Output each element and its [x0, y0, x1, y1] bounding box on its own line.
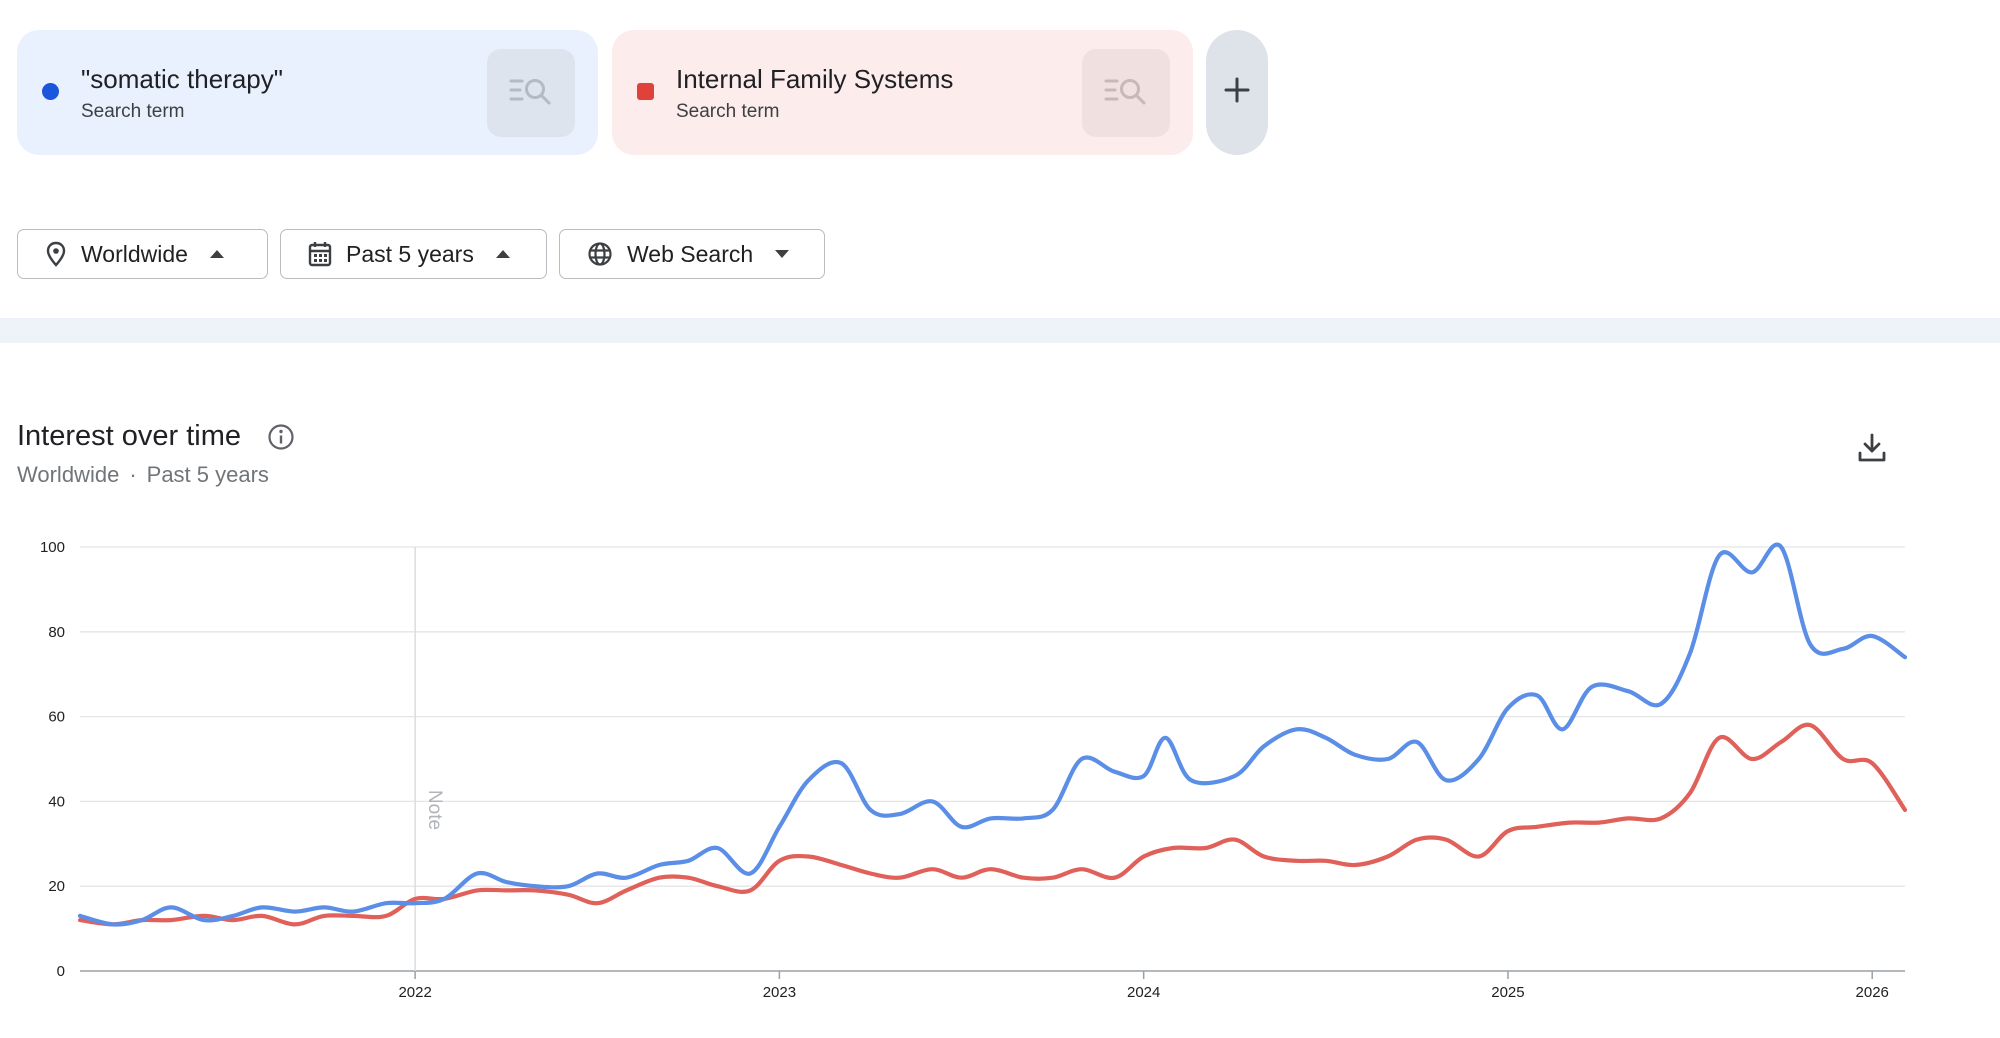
search-property-filter-dropdown[interactable]: Web Search: [559, 229, 825, 279]
series-line-internal-family-systems[interactable]: [77, 722, 1908, 927]
explore-search-icon: [509, 76, 553, 111]
search-term-name[interactable]: "somatic therapy": [81, 64, 283, 94]
explore-search-button[interactable]: [1082, 49, 1170, 137]
search-term-name[interactable]: Internal Family Systems: [676, 64, 954, 94]
chart-subtitle-location: Worldwide: [17, 462, 120, 487]
y-tick-label: 40: [48, 793, 65, 810]
y-axis: 0 20 40 60 80 100: [40, 539, 65, 980]
series-line-somatic-therapy[interactable]: [77, 542, 1908, 927]
search-term-type: Search term: [676, 101, 780, 122]
time-range-filter-dropdown[interactable]: Past 5 years: [280, 229, 547, 279]
y-tick-label: 20: [48, 878, 65, 895]
plus-icon: [1224, 77, 1250, 108]
y-tick-label: 80: [48, 624, 65, 641]
x-tick-label: 2022: [398, 984, 431, 1001]
explore-search-icon: [1104, 76, 1148, 111]
x-axis: 2022 2023 2024 2025 2026: [80, 970, 1905, 1001]
caret-up-icon: [495, 249, 510, 259]
search-term-type: Search term: [81, 101, 185, 122]
chart-title: Interest over time: [17, 420, 242, 452]
search-term-card-somatic-therapy[interactable]: "somatic therapy" Search term: [17, 30, 598, 155]
explore-search-button[interactable]: [487, 49, 575, 137]
y-tick-label: 100: [40, 539, 65, 556]
location-filter-label: Worldwide: [81, 240, 188, 267]
x-tick-label: 2025: [1491, 984, 1524, 1001]
download-icon[interactable]: [1856, 432, 1888, 464]
location-filter-dropdown[interactable]: Worldwide: [17, 229, 268, 279]
info-icon[interactable]: [267, 423, 295, 451]
chart-subtitle-separator: ·: [129, 462, 137, 487]
location-pin-icon: [45, 241, 67, 267]
x-tick-label: 2024: [1127, 984, 1160, 1001]
chart-subtitle: Worldwide · Past 5 years: [17, 462, 269, 488]
chart-grid: [80, 546, 1905, 887]
add-search-term-button[interactable]: [1206, 30, 1268, 155]
search-property-filter-label: Web Search: [627, 240, 754, 267]
chart-annotation-layer: Note: [414, 547, 445, 971]
calendar-icon: [308, 241, 332, 267]
series-color-dot: [42, 83, 59, 100]
y-tick-label: 0: [57, 963, 65, 980]
caret-up-icon: [209, 249, 224, 259]
chart-subtitle-time: Past 5 years: [146, 462, 269, 487]
search-term-card-internal-family-systems[interactable]: Internal Family Systems Search term: [612, 30, 1193, 155]
section-divider-band: [0, 318, 2000, 343]
series-color-square: [637, 83, 654, 100]
x-tick-label: 2023: [763, 984, 796, 1001]
annotation-note-label: Note: [424, 790, 445, 830]
x-tick-label: 2026: [1856, 984, 1889, 1001]
y-tick-label: 60: [48, 709, 65, 726]
time-range-filter-label: Past 5 years: [346, 240, 474, 267]
globe-icon: [587, 241, 613, 267]
caret-down-icon: [775, 249, 790, 259]
chart-series-layer[interactable]: [77, 542, 1908, 927]
